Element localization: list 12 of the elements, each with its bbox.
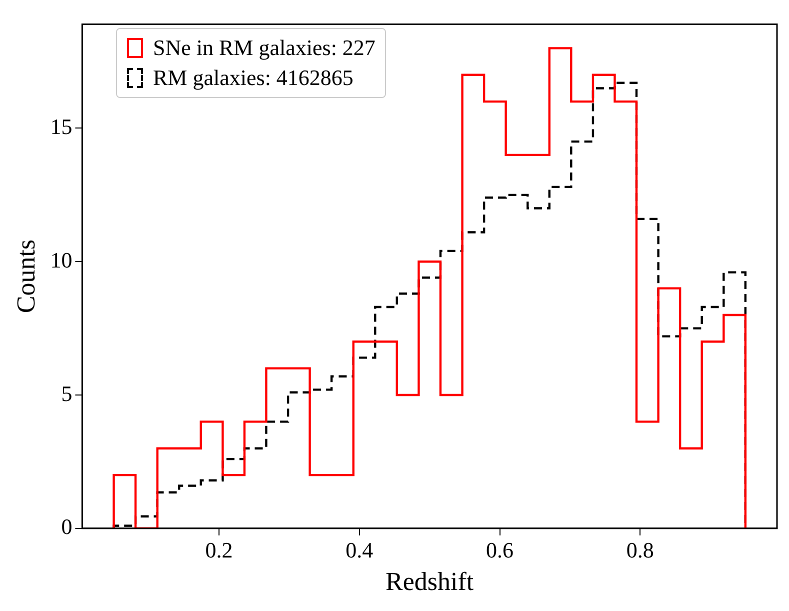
legend-label: RM galaxies: 4162865 [153, 64, 354, 92]
legend-label: SNe in RM galaxies: 227 [153, 34, 376, 62]
x-tick-label: 0.4 [346, 537, 374, 562]
x-tick-label: 0.8 [626, 537, 654, 562]
y-tick-label: 5 [61, 380, 72, 406]
y-tick-label: 10 [50, 247, 72, 272]
x-tick-label: 0.6 [486, 537, 514, 562]
y-tick-label: 0 [61, 514, 72, 540]
y-axis-title: Counts [11, 239, 40, 314]
x-tick-label: 0.2 [205, 537, 233, 562]
x-axis-title: Redshift [386, 567, 474, 596]
y-tick-label: 15 [50, 114, 72, 140]
